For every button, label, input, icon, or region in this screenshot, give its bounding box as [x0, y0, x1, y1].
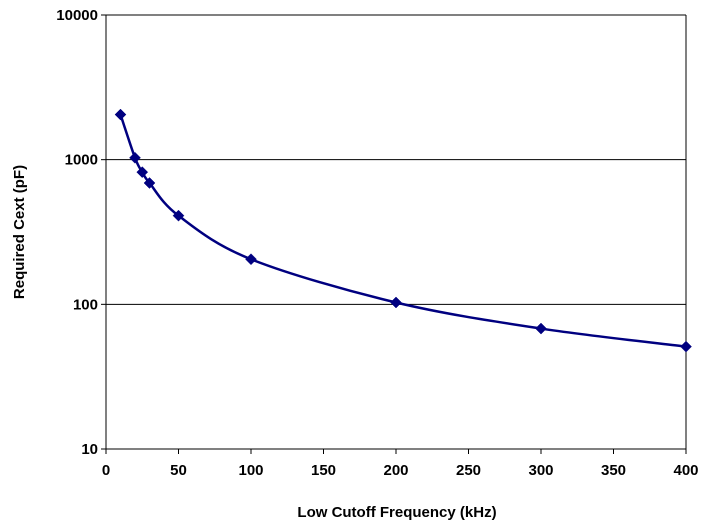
data-point-marker	[680, 340, 692, 353]
x-axis-title: Low Cutoff Frequency (kHz)	[297, 504, 496, 521]
data-point-marker	[245, 253, 257, 266]
data-point-marker	[129, 151, 141, 164]
y-tick-label: 10000	[56, 7, 98, 24]
x-tick-label: 300	[528, 462, 553, 479]
x-tick-label: 0	[102, 462, 110, 479]
tick-labels: 10 100 1000 10000 0 50 100 150 200 250 300 350 400	[56, 7, 698, 479]
data-point-marker	[172, 209, 185, 222]
gridlines	[106, 14, 686, 305]
x-tick-label: 100	[238, 462, 263, 479]
x-tick-label: 50	[170, 462, 187, 479]
data-point-marker	[136, 166, 149, 178]
y-tick-label: 100	[73, 296, 98, 313]
data-point-marker	[114, 108, 127, 121]
series-line	[119, 114, 687, 348]
x-tick-label: 250	[456, 462, 481, 479]
data-point-marker	[535, 322, 547, 335]
x-tick-label: 150	[311, 462, 336, 479]
data-point-marker	[390, 296, 402, 309]
y-tick-label: 10	[81, 441, 98, 458]
data-series	[114, 108, 692, 353]
x-tick-label: 350	[601, 462, 626, 479]
y-tick-label: 1000	[65, 152, 98, 169]
y-axis-title: Required Cext (pF)	[11, 165, 28, 299]
x-tick-label: 400	[673, 462, 698, 479]
data-point-marker	[143, 177, 156, 189]
x-tick-label: 200	[383, 462, 408, 479]
axes	[101, 14, 687, 454]
